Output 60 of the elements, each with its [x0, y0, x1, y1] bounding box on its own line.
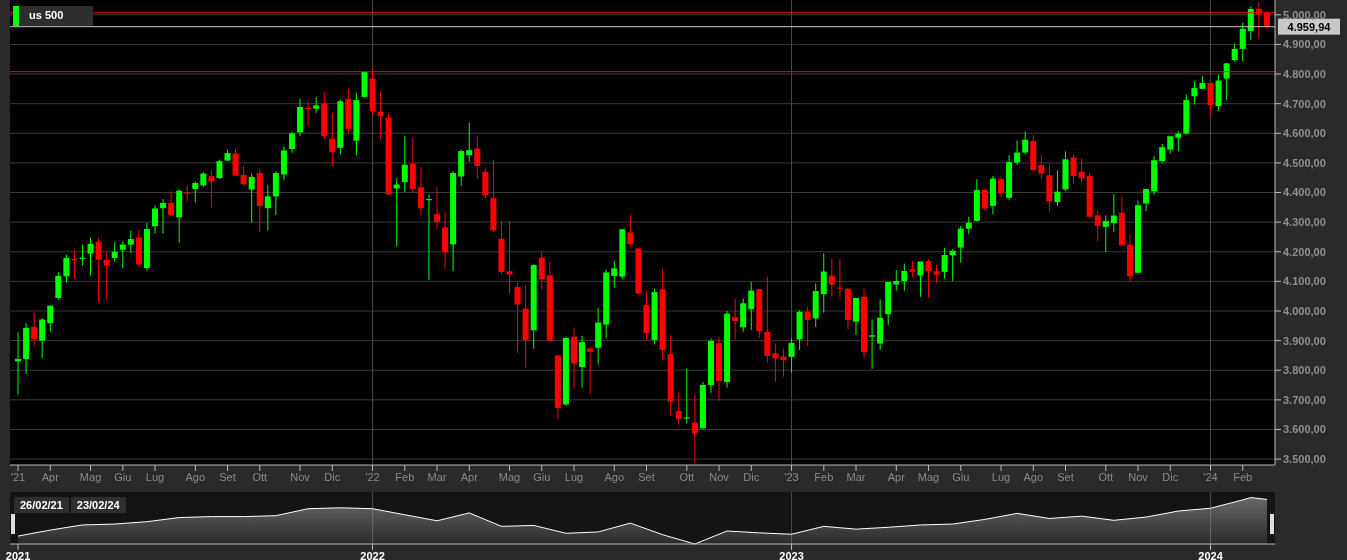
x-tick-label: Mar: [427, 470, 447, 483]
x-tick-label: '24: [1203, 470, 1218, 483]
legend-tag: us 500: [19, 6, 94, 26]
x-tick-label: Ago: [604, 470, 625, 483]
x-tick-label: Apr: [887, 470, 906, 483]
y-tick-label: 4.400,00: [1283, 186, 1326, 199]
x-tick-label: Feb: [814, 470, 834, 483]
y-tick-label: 5.000,00: [1283, 8, 1326, 21]
x-tick-label: Giu: [533, 470, 551, 483]
y-tick-label: 3.600,00: [1283, 423, 1326, 436]
x-tick-label: Nov: [290, 470, 311, 483]
x-tick-label: Lug: [145, 470, 165, 483]
x-tick-label: Ago: [1023, 470, 1044, 483]
x-tick-label: Set: [1057, 470, 1074, 483]
x-tick-label: Ott: [1098, 470, 1114, 483]
x-tick-label: 2022: [360, 549, 385, 560]
x-tick-label: 2023: [779, 549, 804, 560]
x-tick-label: Ott: [679, 470, 695, 483]
y-tick-label: 4.900,00: [1283, 38, 1326, 51]
y-tick-label: 4.300,00: [1283, 216, 1326, 229]
y-tick-label: 4.000,00: [1283, 304, 1326, 317]
x-tick-label: Apr: [41, 470, 60, 483]
x-tick-label: Ott: [252, 470, 268, 483]
x-tick-label: Nov: [709, 470, 730, 483]
x-tick-label: Mag: [498, 470, 521, 483]
y-tick-label: 3.900,00: [1283, 334, 1326, 347]
y-tick-label: 3.800,00: [1283, 364, 1326, 377]
x-tick-label: Apr: [460, 470, 479, 483]
x-tick-label: Mag: [79, 470, 102, 483]
y-tick-label: 4.100,00: [1283, 275, 1326, 288]
x-tick-label: Feb: [395, 470, 415, 483]
y-tick-label: 4.200,00: [1283, 245, 1326, 258]
y-tick-label: 4.600,00: [1283, 127, 1326, 140]
x-tick-label: Lug: [991, 470, 1011, 483]
x-tick-label: Dic: [324, 470, 341, 483]
x-tick-label: Mar: [846, 470, 866, 483]
x-tick-label: Mag: [917, 470, 940, 483]
x-tick-label: Ago: [185, 470, 206, 483]
x-tick-label: Dic: [1162, 470, 1179, 483]
y-tick-label: 4.700,00: [1283, 97, 1326, 110]
x-tick-label: '23: [784, 470, 799, 483]
y-tick-label: 4.800,00: [1283, 67, 1326, 80]
x-tick-label: 2021: [5, 549, 31, 560]
y-tick-label: 4.500,00: [1283, 156, 1326, 169]
x-tick-label: Giu: [952, 470, 970, 483]
x-tick-label: Set: [638, 470, 655, 483]
annotation: 26/02/21: [14, 497, 69, 513]
x-tick-label: '21: [10, 470, 26, 483]
x-tick-label: Nov: [1128, 470, 1149, 483]
ref-line-label: 4.959,94: [1287, 20, 1332, 33]
x-tick-label: Lug: [564, 470, 584, 483]
y-tick-label: 3.700,00: [1283, 393, 1326, 406]
x-tick-label: Feb: [1233, 470, 1253, 483]
x-tick-label: Set: [219, 470, 236, 483]
annotation: 23/02/24: [70, 497, 126, 513]
y-tick-label: 3.500,00: [1283, 452, 1326, 465]
x-tick-label: Giu: [114, 470, 132, 483]
x-tick-label: 2024: [1198, 549, 1224, 560]
x-tick-label: '22: [365, 470, 380, 483]
x-tick-label: Dic: [743, 470, 760, 483]
